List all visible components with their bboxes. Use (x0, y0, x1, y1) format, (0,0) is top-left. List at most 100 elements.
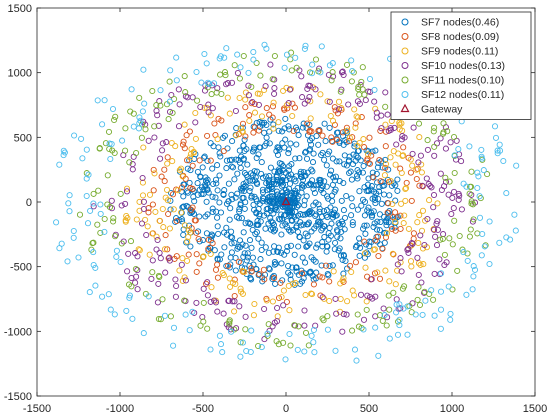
data-point-sf8 (165, 210, 172, 218)
data-point-sf9 (251, 109, 259, 116)
data-point-sf11 (474, 230, 481, 237)
data-point-sf10 (312, 322, 319, 329)
data-point-sf12 (496, 239, 503, 246)
data-point-sf7 (214, 162, 221, 169)
data-point-sf11 (104, 201, 111, 208)
data-point-sf7 (394, 187, 401, 194)
legend-marker (401, 91, 409, 98)
data-point-sf9 (181, 222, 188, 229)
data-point-sf7 (375, 195, 382, 202)
data-point-sf7 (262, 225, 269, 232)
data-point-sf12 (90, 200, 97, 207)
data-point-sf10 (298, 73, 305, 80)
data-point-sf8 (346, 138, 353, 145)
data-point-sf8 (322, 262, 330, 269)
data-point-sf8 (261, 276, 268, 283)
data-point-sf7 (314, 218, 322, 225)
data-point-sf12 (105, 291, 112, 298)
data-point-sf9 (372, 105, 379, 112)
data-point-sf9 (226, 275, 233, 282)
data-point-sf10 (175, 86, 182, 93)
data-point-sf12 (318, 43, 325, 50)
data-point-sf10 (129, 166, 136, 173)
data-point-sf7 (279, 128, 286, 135)
data-point-sf8 (263, 105, 270, 112)
data-point-sf7 (259, 278, 266, 285)
data-point-sf7 (369, 148, 376, 155)
data-point-sf12 (470, 263, 477, 270)
data-point-sf7 (273, 181, 280, 188)
data-point-sf7 (247, 184, 254, 191)
data-point-sf9 (351, 292, 358, 299)
data-point-sf12 (99, 121, 106, 128)
data-point-sf11 (328, 77, 335, 84)
data-point-sf7 (216, 172, 223, 179)
data-point-sf7 (257, 256, 264, 263)
data-point-sf12 (348, 57, 355, 64)
data-point-sf11 (165, 116, 172, 123)
data-point-sf7 (227, 205, 234, 212)
data-point-sf10 (168, 91, 175, 99)
data-point-sf7 (314, 241, 321, 248)
data-point-sf12 (79, 155, 86, 162)
data-point-sf11 (430, 128, 437, 135)
data-point-sf11 (437, 236, 444, 243)
data-point-sf7 (238, 215, 245, 222)
data-point-sf9 (227, 283, 234, 290)
data-point-sf12 (393, 309, 400, 316)
data-point-sf9 (321, 295, 328, 302)
data-point-sf8 (377, 127, 384, 134)
data-point-sf10 (394, 261, 401, 268)
data-point-sf8 (162, 232, 169, 239)
data-point-sf9 (383, 230, 391, 237)
data-point-sf10 (154, 236, 161, 244)
data-point-sf11 (236, 75, 243, 82)
data-point-sf10 (132, 250, 139, 257)
data-point-sf9 (151, 170, 158, 177)
data-point-sf10 (448, 210, 455, 218)
data-point-sf12 (281, 64, 288, 71)
data-point-sf7 (266, 173, 273, 180)
data-point-sf10 (364, 292, 371, 299)
data-point-sf7 (327, 171, 334, 178)
data-point-sf7 (285, 269, 292, 276)
data-point-sf10 (232, 107, 239, 115)
data-point-sf7 (254, 218, 261, 225)
data-point-sf10 (442, 178, 450, 185)
data-point-sf8 (366, 134, 373, 141)
data-point-sf10 (143, 231, 150, 239)
data-point-sf12 (308, 70, 316, 77)
data-point-sf9 (286, 307, 293, 314)
data-point-sf7 (223, 165, 230, 172)
data-point-sf8 (407, 169, 414, 176)
data-point-sf11 (295, 323, 302, 330)
data-point-sf9 (307, 115, 314, 122)
data-point-sf11 (171, 95, 178, 103)
data-point-sf7 (359, 196, 367, 203)
data-point-sf12 (201, 50, 208, 58)
data-point-sf12 (239, 339, 246, 346)
data-point-sf10 (340, 311, 347, 318)
data-point-sf11 (383, 322, 390, 329)
data-point-sf10 (118, 202, 125, 209)
data-point-sf7 (339, 220, 346, 227)
data-point-sf7 (309, 168, 316, 175)
data-point-sf7 (194, 180, 201, 187)
data-point-sf7 (348, 195, 355, 202)
data-point-sf11 (446, 235, 453, 242)
data-point-sf7 (248, 244, 255, 251)
data-point-sf7 (295, 132, 302, 139)
data-point-sf12 (71, 132, 78, 139)
data-point-sf12 (317, 69, 324, 76)
data-point-sf12 (94, 97, 101, 104)
axis-ticks: -1500 -1000 -500 0 500 1000 1500 -1500 -1000 -500… (4, 3, 547, 415)
data-point-sf9 (239, 128, 246, 135)
data-point-sf7 (257, 144, 264, 151)
data-point-sf7 (356, 252, 363, 259)
data-point-sf7 (200, 190, 207, 197)
data-point-sf7 (353, 242, 360, 249)
data-point-sf11 (349, 327, 356, 334)
data-point-sf7 (235, 243, 242, 250)
data-point-sf12 (479, 230, 486, 238)
data-point-sf7 (297, 211, 304, 218)
